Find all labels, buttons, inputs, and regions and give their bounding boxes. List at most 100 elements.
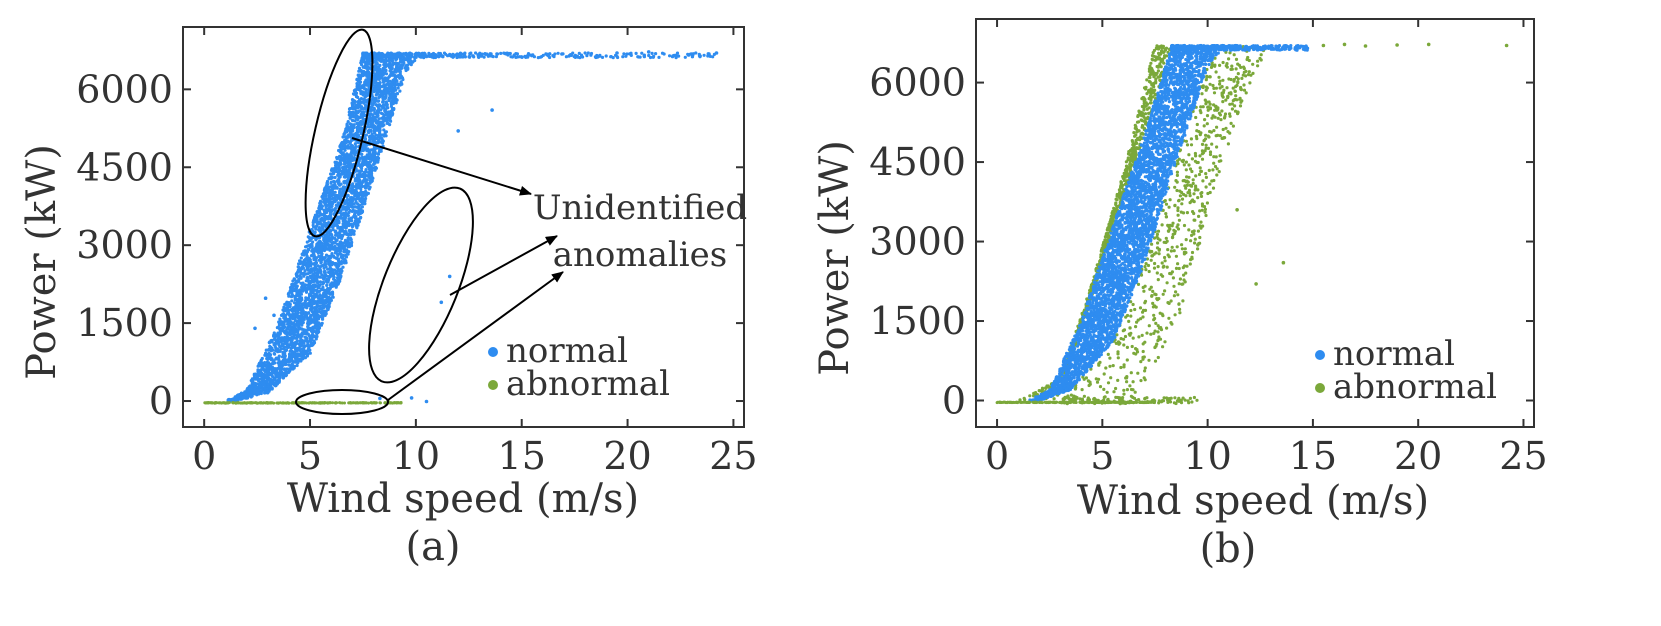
data-point-normal xyxy=(316,222,320,226)
data-point-normal xyxy=(321,282,325,286)
data-point-normal xyxy=(560,52,564,56)
data-point-normal xyxy=(647,53,651,58)
data-point-normal xyxy=(356,202,360,206)
data-point-normal xyxy=(317,286,321,290)
data-point-normal xyxy=(330,190,335,194)
data-point-normal xyxy=(327,199,331,203)
data-point-normal xyxy=(325,283,329,287)
data-point-normal xyxy=(324,210,329,215)
data-point-abnormal xyxy=(379,401,382,405)
data-point-normal xyxy=(263,387,267,391)
data-point-normal xyxy=(650,51,654,56)
data-point-normal xyxy=(347,162,351,166)
data-point-normal xyxy=(288,357,292,361)
data-point-normal xyxy=(272,334,276,338)
data-point-normal xyxy=(604,54,608,58)
data-point-normal xyxy=(296,354,300,358)
data-point-normal xyxy=(714,51,719,55)
data-point-normal xyxy=(296,265,300,269)
data-point-normal xyxy=(646,50,651,54)
data-point-normal xyxy=(318,201,322,206)
data-point-normal xyxy=(375,61,379,65)
data-point-normal xyxy=(339,216,343,220)
data-point-normal xyxy=(336,156,340,160)
data-point-normal xyxy=(302,351,306,355)
data-point-normal xyxy=(355,105,359,110)
data-point-normal xyxy=(439,300,444,305)
data-point-normal xyxy=(290,363,295,367)
data-point-normal xyxy=(337,148,341,153)
data-point-normal xyxy=(268,344,272,348)
data-point-normal xyxy=(375,73,379,78)
x-tick-label: 0 xyxy=(192,434,216,478)
data-point-normal xyxy=(340,236,344,241)
data-point-normal xyxy=(295,275,299,279)
data-point-normal xyxy=(264,348,268,352)
data-point-normal xyxy=(288,328,292,332)
data-point-normal xyxy=(362,73,366,77)
data-point-normal xyxy=(284,328,288,333)
data-point-normal xyxy=(297,268,301,272)
data-point-normal xyxy=(304,257,308,261)
data-point-normal xyxy=(363,202,367,206)
data-point-normal xyxy=(366,160,370,165)
data-point-normal xyxy=(456,129,461,133)
data-point-normal xyxy=(371,103,375,107)
data-point-normal xyxy=(621,55,625,59)
data-point-abnormal xyxy=(307,401,311,405)
data-point-normal xyxy=(299,276,303,280)
data-point-normal xyxy=(357,73,361,77)
data-point-normal xyxy=(390,80,394,84)
data-point-normal xyxy=(321,294,325,298)
data-point-normal xyxy=(379,90,383,94)
data-point-normal xyxy=(279,326,283,330)
data-point-normal xyxy=(400,76,405,80)
data-point-normal xyxy=(353,193,357,197)
data-point-normal xyxy=(334,206,338,210)
data-point-normal xyxy=(365,178,369,182)
data-point-normal xyxy=(356,184,360,188)
data-point-normal xyxy=(335,232,339,236)
data-point-normal xyxy=(330,243,334,247)
data-point-normal xyxy=(341,158,345,162)
data-point-normal xyxy=(284,349,288,353)
data-point-normal xyxy=(325,297,329,302)
data-point-normal xyxy=(323,197,327,201)
data-point-abnormal xyxy=(270,401,274,405)
data-point-normal xyxy=(317,254,321,258)
data-point-normal xyxy=(312,288,316,292)
data-point-normal xyxy=(382,134,386,138)
data-point-normal xyxy=(413,58,417,63)
data-point-normal xyxy=(241,396,245,400)
data-point-normal xyxy=(336,201,340,205)
data-point-normal xyxy=(372,108,376,112)
data-point-normal xyxy=(706,54,710,58)
data-point-normal xyxy=(395,92,399,96)
data-point-normal xyxy=(280,362,284,366)
data-point-normal xyxy=(388,97,392,101)
data-point-normal xyxy=(390,66,394,70)
data-point-normal xyxy=(474,51,478,55)
data-point-normal xyxy=(268,380,272,384)
data-point-normal xyxy=(284,374,288,378)
data-point-normal xyxy=(301,289,305,293)
data-point-normal xyxy=(340,147,344,151)
data-point-normal xyxy=(256,378,260,383)
data-point-normal xyxy=(312,285,316,289)
data-point-normal xyxy=(355,175,359,179)
data-point-normal xyxy=(357,77,362,81)
data-point-normal xyxy=(333,185,337,189)
data-point-abnormal xyxy=(213,401,217,405)
data-point-normal xyxy=(338,268,343,272)
data-point-normal xyxy=(282,322,286,327)
data-point-normal xyxy=(321,306,325,310)
data-point-normal xyxy=(296,290,300,295)
data-point-normal xyxy=(323,291,328,295)
data-point-abnormal xyxy=(255,401,259,405)
data-point-normal xyxy=(281,376,285,380)
data-point-normal xyxy=(273,337,277,341)
data-point-normal xyxy=(314,337,318,341)
data-point-normal xyxy=(359,122,363,126)
data-point-normal xyxy=(350,98,355,102)
data-point-normal xyxy=(287,370,291,374)
